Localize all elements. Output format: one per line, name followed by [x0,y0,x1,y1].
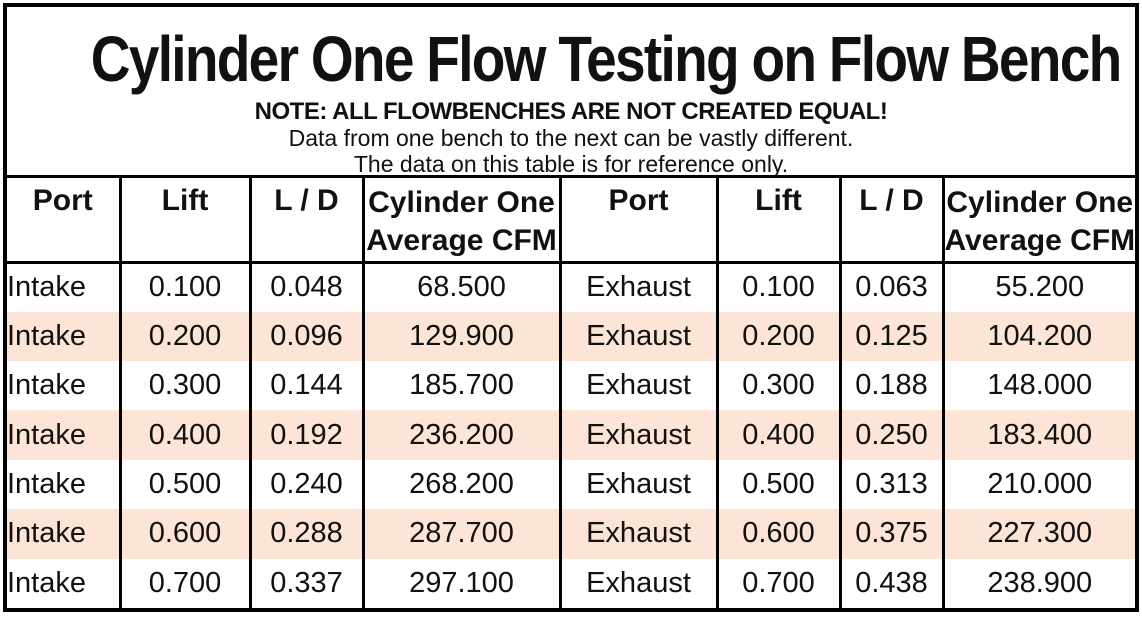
ld-cell: 0.438 [838,558,943,608]
port-cell: Exhaust [558,361,717,411]
port-cell: Exhaust [558,509,717,559]
ld-cell: 0.144 [248,361,363,411]
lift-cell: 0.500 [715,459,840,510]
cfm-cell: 287.700 [361,509,560,559]
table-row: Intake 0.200 0.096 129.900 Exhaust 0.200… [7,311,1135,362]
header-lift-right: Lift [715,178,840,264]
port-cell: Intake [7,566,86,599]
table-row: Intake 0.600 0.288 287.700 Exhaust 0.600… [7,509,1135,559]
ld-cell: 0.048 [248,262,363,312]
table-row: Intake 0.400 0.192 236.200 Exhaust 0.400… [7,410,1135,460]
ld-cell: 0.337 [248,558,363,608]
port-cell: Exhaust [558,262,717,312]
ld-cell: 0.096 [248,311,363,362]
table-row: Intake 0.100 0.048 68.500 Exhaust 0.100 … [7,262,1135,312]
header-row: Port Lift L / D Cylinder One Average CFM… [7,178,1135,264]
cfm-cell: 129.900 [361,311,560,362]
cfm-cell: 236.200 [361,410,560,460]
ld-cell: 0.125 [838,311,943,362]
header-cfm-left-line1: Cylinder One [368,186,555,219]
lift-cell: 0.200 [715,311,840,362]
cfm-cell: 185.700 [361,361,560,411]
port-cell: Intake [7,271,86,304]
header-port-right: Port [558,178,717,264]
table-row: Intake 0.300 0.144 185.700 Exhaust 0.300… [7,361,1135,411]
cfm-cell: 238.900 [941,558,1135,608]
header-cfm-right-line2: Average CFM [944,224,1135,258]
header-lift-left: Lift [118,178,250,264]
lift-cell: 0.700 [118,558,250,608]
cfm-cell: 148.000 [941,361,1135,411]
port-cell: Intake [7,369,86,402]
port-cell: Exhaust [558,558,717,608]
lift-cell: 0.100 [715,262,840,312]
header-cfm-left-line2: Average CFM [366,224,557,258]
header-ld-left: L / D [248,178,363,264]
note-line-3: The data on this table is for reference … [353,151,789,178]
flow-test-card: Cylinder One Flow Testing on Flow Bench … [3,3,1139,612]
port-cell: Exhaust [558,459,717,510]
cfm-cell: 268.200 [361,459,560,510]
port-cell: Intake [7,517,86,550]
ld-cell: 0.375 [838,509,943,559]
cfm-cell: 183.400 [941,410,1135,460]
port-cell: Intake [7,467,86,500]
cfm-cell: 104.200 [941,311,1135,362]
ld-cell: 0.313 [838,459,943,510]
note-headline: NOTE: ALL FLOWBENCHES ARE NOT CREATED EQ… [254,98,888,125]
lift-cell: 0.100 [118,262,250,312]
header-ld-right: L / D [838,178,943,264]
ld-cell: 0.250 [838,410,943,460]
lift-cell: 0.700 [715,558,840,608]
lift-cell: 0.200 [118,311,250,362]
note-line-2: Data from one bench to the next can be v… [288,125,854,152]
ld-cell: 0.288 [248,509,363,559]
table-row: Intake 0.500 0.240 268.200 Exhaust 0.500… [7,459,1135,510]
lift-cell: 0.400 [118,410,250,460]
header-cfm-right: Cylinder One Average CFM [941,178,1135,264]
ld-cell: 0.192 [248,410,363,460]
table-row: Intake 0.700 0.337 297.100 Exhaust 0.700… [7,558,1135,608]
header-cfm-left: Cylinder One Average CFM [361,178,560,264]
cfm-cell: 68.500 [361,262,560,312]
header-port-left: Port [7,178,120,264]
cfm-cell: 210.000 [941,459,1135,510]
lift-cell: 0.300 [118,361,250,411]
ld-cell: 0.063 [838,262,943,312]
table-body: Intake 0.100 0.048 68.500 Exhaust 0.100 … [7,262,1135,608]
cfm-cell: 55.200 [941,262,1135,312]
flow-data-table: Port Lift L / D Cylinder One Average CFM… [7,178,1135,608]
port-cell: Exhaust [558,410,717,460]
title-block: Cylinder One Flow Testing on Flow Bench … [7,7,1135,178]
lift-cell: 0.300 [715,361,840,411]
header-cfm-right-line1: Cylinder One [946,186,1134,219]
port-cell: Exhaust [558,311,717,362]
lift-cell: 0.400 [715,410,840,460]
cfm-cell: 227.300 [941,509,1135,559]
lift-cell: 0.600 [715,509,840,559]
table-header: Port Lift L / D Cylinder One Average CFM… [7,178,1135,264]
ld-cell: 0.240 [248,459,363,510]
port-cell: Intake [7,319,86,352]
port-cell: Intake [7,418,86,451]
page-title: Cylinder One Flow Testing on Flow Bench [90,23,1122,95]
lift-cell: 0.600 [118,509,250,559]
ld-cell: 0.188 [838,361,943,411]
cfm-cell: 297.100 [361,558,560,608]
lift-cell: 0.500 [118,459,250,510]
